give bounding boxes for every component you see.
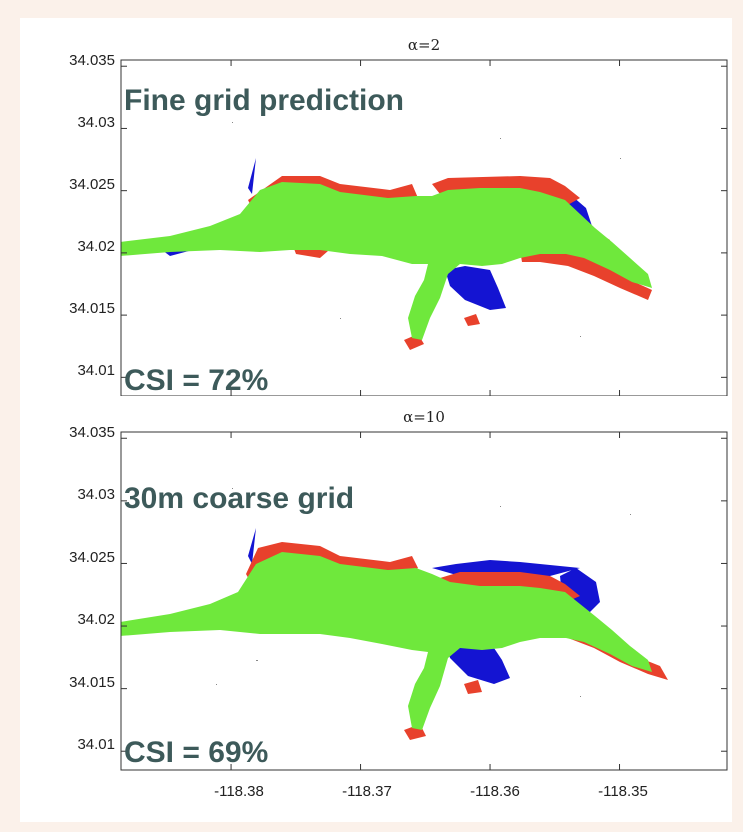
agreement-region (121, 552, 652, 730)
flood-map (121, 488, 668, 740)
y-tick-label: 34.015 (69, 674, 115, 691)
annotation-csi: CSI = 72% (124, 364, 268, 396)
annotation-coarse-grid: 30m coarse grid (124, 482, 354, 515)
y-tick-label: 34.035 (69, 424, 115, 441)
speckles (232, 122, 621, 337)
y-tick-label: 34.03 (77, 114, 115, 131)
underpredicted-region (162, 158, 592, 310)
plot-title: α=2 (408, 36, 440, 54)
y-tick-label: 34.02 (77, 611, 115, 628)
panel-alpha-2: α=2 34.035 34.03 34.025 34.02 (20, 18, 732, 397)
y-tick-label: 34.01 (77, 736, 115, 753)
flood-map (121, 122, 652, 350)
annotation-fine-grid: Fine grid prediction (124, 84, 404, 117)
axis-ticks (121, 60, 727, 396)
panel-alpha-10: α=10 34.035 34.03 34.025 34.02 34.015 34… (20, 396, 732, 822)
y-tick-label: 34.03 (77, 486, 115, 503)
x-tick-label: -118.38 (214, 783, 264, 800)
plot-title: α=10 (403, 408, 445, 426)
agreement-region (121, 182, 652, 340)
x-tick-label: -118.36 (470, 783, 520, 800)
axes-frame (120, 431, 728, 771)
y-tick-label: 34.025 (69, 549, 115, 566)
annotation-csi: CSI = 69% (124, 736, 268, 769)
speckles (216, 488, 631, 697)
x-tick-label: -118.37 (342, 783, 392, 800)
x-tick-label: -118.35 (598, 783, 648, 800)
y-tick-label: 34.02 (77, 238, 115, 255)
map-plot-alpha-2: α=2 34.035 34.03 34.025 34.02 (69, 36, 728, 397)
y-tick-label: 34.035 (69, 52, 115, 69)
y-tick-label: 34.015 (69, 300, 115, 317)
y-tick-label: 34.025 (69, 176, 115, 193)
figure: α=2 34.035 34.03 34.025 34.02 (20, 18, 732, 822)
axis-ticks (121, 432, 727, 770)
map-plot-alpha-10: α=10 34.035 34.03 34.025 34.02 34.015 34… (69, 408, 728, 800)
y-tick-label: 34.01 (77, 362, 115, 379)
